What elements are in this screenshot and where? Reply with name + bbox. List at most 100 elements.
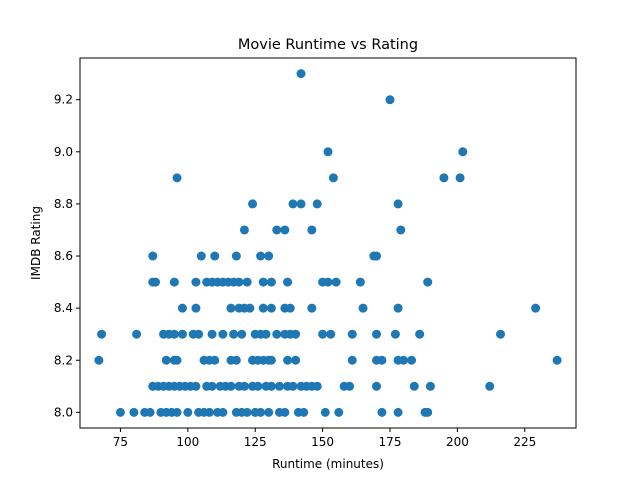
- data-point: [218, 329, 228, 339]
- y-tick-label: 8.0: [54, 405, 73, 419]
- data-point: [261, 329, 271, 339]
- data-point: [312, 381, 322, 391]
- data-point: [239, 225, 249, 235]
- data-point: [242, 277, 252, 287]
- data-point: [377, 407, 387, 417]
- data-point: [312, 199, 322, 209]
- data-point: [97, 329, 107, 339]
- x-tick-label: 225: [513, 435, 536, 449]
- data-point: [242, 407, 252, 417]
- data-point: [496, 329, 506, 339]
- data-point: [372, 329, 382, 339]
- data-point: [385, 95, 395, 105]
- data-point: [355, 277, 365, 287]
- data-point: [253, 381, 263, 391]
- data-point: [372, 251, 382, 261]
- data-point: [191, 277, 201, 287]
- data-point: [283, 277, 293, 287]
- data-point: [218, 407, 228, 417]
- data-point: [226, 381, 236, 391]
- data-point: [132, 329, 142, 339]
- data-point: [288, 381, 298, 391]
- data-point: [234, 277, 244, 287]
- y-tick-label: 8.2: [54, 353, 73, 367]
- data-point: [210, 251, 220, 261]
- data-point: [245, 303, 255, 313]
- data-point: [177, 303, 187, 313]
- x-axis-label: Runtime (minutes): [272, 457, 384, 471]
- data-point: [552, 355, 562, 365]
- x-tick-label: 200: [446, 435, 469, 449]
- data-point: [347, 355, 357, 365]
- data-point: [169, 329, 179, 339]
- data-point: [194, 329, 204, 339]
- data-point: [94, 355, 104, 365]
- data-point: [291, 329, 301, 339]
- data-point: [229, 329, 239, 339]
- data-point: [150, 277, 160, 287]
- data-point: [409, 381, 419, 391]
- data-point: [239, 381, 249, 391]
- data-point: [323, 147, 333, 157]
- x-tick-label: 100: [176, 435, 199, 449]
- data-point: [172, 407, 182, 417]
- data-point: [377, 355, 387, 365]
- y-axis-label: IMDB Rating: [29, 206, 43, 280]
- data-point: [345, 381, 355, 391]
- data-point: [390, 329, 400, 339]
- data-point: [285, 303, 295, 313]
- chart-title: Movie Runtime vs Rating: [238, 37, 418, 53]
- points-layer: [94, 69, 562, 417]
- y-tick-label: 8.4: [54, 301, 73, 315]
- x-tick-label: 175: [379, 435, 402, 449]
- data-point: [328, 173, 338, 183]
- data-point: [266, 277, 276, 287]
- data-point: [307, 303, 317, 313]
- data-point: [237, 329, 247, 339]
- data-point: [396, 225, 406, 235]
- x-tick-label: 75: [113, 435, 128, 449]
- data-point: [266, 381, 276, 391]
- data-point: [115, 407, 125, 417]
- y-tick-label: 9.0: [54, 145, 73, 159]
- data-point: [148, 251, 158, 261]
- y-tick-label: 8.8: [54, 197, 73, 211]
- data-point: [283, 355, 293, 365]
- data-point: [231, 251, 241, 261]
- data-point: [531, 303, 541, 313]
- data-point: [256, 407, 266, 417]
- data-point: [291, 355, 301, 365]
- x-tick-label: 150: [311, 435, 334, 449]
- data-point: [407, 355, 417, 365]
- data-point: [307, 225, 317, 235]
- data-point: [372, 381, 382, 391]
- data-point: [334, 407, 344, 417]
- data-point: [172, 355, 182, 365]
- data-point: [248, 199, 258, 209]
- data-point: [226, 303, 236, 313]
- data-point: [207, 329, 217, 339]
- data-point: [299, 407, 309, 417]
- data-point: [266, 355, 276, 365]
- data-point: [415, 329, 425, 339]
- ticks-layer: 75 100 125 150 175 200 225 8.0 8.2 8.4 8.6 8.8 9.0 9.…: [54, 93, 536, 449]
- data-point: [169, 277, 179, 287]
- data-point: [129, 407, 139, 417]
- data-point: [347, 329, 357, 339]
- data-point: [423, 407, 433, 417]
- data-point: [296, 199, 306, 209]
- data-point: [274, 381, 284, 391]
- data-point: [358, 303, 368, 313]
- data-point: [204, 407, 214, 417]
- data-point: [272, 225, 282, 235]
- data-point: [258, 303, 268, 313]
- data-point: [256, 251, 266, 261]
- data-point: [191, 303, 201, 313]
- x-tick-label: 125: [244, 435, 267, 449]
- data-point: [393, 303, 403, 313]
- data-point: [207, 381, 217, 391]
- data-point: [296, 69, 306, 79]
- data-point: [272, 329, 282, 339]
- plot-frame: [79, 57, 577, 429]
- data-point: [161, 355, 171, 365]
